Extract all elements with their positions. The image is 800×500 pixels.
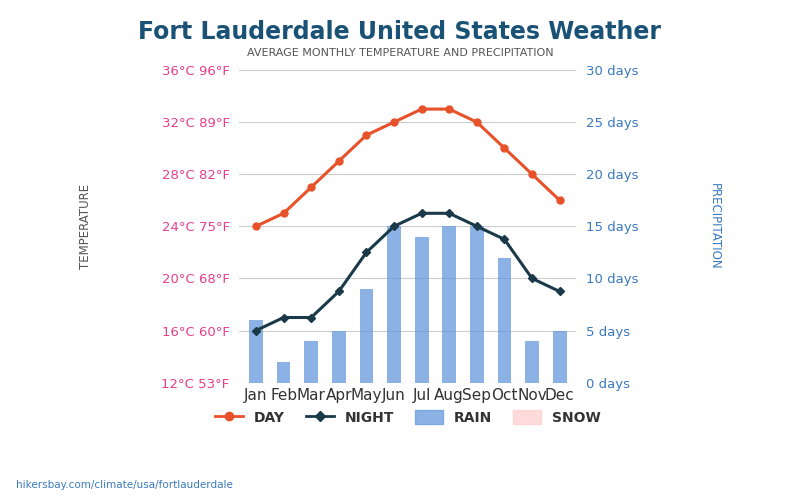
Bar (470, 226, 484, 382)
Bar (442, 226, 456, 382)
Y-axis label: PRECIPITATION: PRECIPITATION (708, 183, 721, 270)
Bar (553, 330, 566, 382)
Bar (414, 236, 429, 382)
Bar (277, 362, 290, 382)
Text: AVERAGE MONTHLY TEMPERATURE AND PRECIPITATION: AVERAGE MONTHLY TEMPERATURE AND PRECIPIT… (246, 48, 554, 58)
Bar (332, 330, 346, 382)
Legend: DAY, NIGHT, RAIN, SNOW: DAY, NIGHT, RAIN, SNOW (208, 404, 607, 432)
Y-axis label: TEMPERATURE: TEMPERATURE (79, 184, 92, 269)
Text: hikersbay.com/climate/usa/fortlauderdale: hikersbay.com/climate/usa/fortlauderdale (16, 480, 233, 490)
Bar (359, 289, 374, 382)
Bar (304, 341, 318, 382)
Bar (387, 226, 401, 382)
Bar (498, 258, 511, 382)
Text: Fort Lauderdale United States Weather: Fort Lauderdale United States Weather (138, 20, 662, 44)
Bar (525, 341, 539, 382)
Bar (249, 320, 263, 382)
